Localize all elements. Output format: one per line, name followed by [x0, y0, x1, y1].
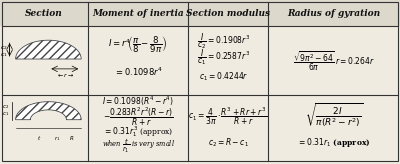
Polygon shape — [16, 40, 81, 59]
Text: $\leftarrow r \rightarrow$: $\leftarrow r \rightarrow$ — [56, 72, 74, 79]
Polygon shape — [16, 102, 81, 120]
Text: Radius of gyration: Radius of gyration — [288, 9, 380, 18]
Text: Section: Section — [25, 9, 63, 18]
Bar — [0, 0, 400, 26]
Text: $t$: $t$ — [37, 134, 42, 143]
Text: $\dfrac{I}{c_1} = 0.2587r^3$: $\dfrac{I}{c_1} = 0.2587r^3$ — [198, 47, 250, 67]
Text: $R$: $R$ — [69, 134, 74, 143]
Text: $c_1 = 0.4244r$: $c_1 = 0.4244r$ — [199, 71, 249, 83]
Text: $= 0.31r_1$ (approx): $= 0.31r_1$ (approx) — [297, 136, 371, 149]
Polygon shape — [16, 40, 81, 59]
Text: Moment of inertia: Moment of inertia — [92, 9, 184, 18]
Text: $r_1$: $r_1$ — [54, 134, 60, 143]
Text: $-\dfrac{0.283R^2r^2(R-r)}{R+r}$: $-\dfrac{0.283R^2r^2(R-r)}{R+r}$ — [103, 105, 173, 128]
Text: $c_2 = R - c_1$: $c_2 = R - c_1$ — [208, 136, 248, 149]
Text: when $\dfrac{t}{r_1}$ is very small: when $\dfrac{t}{r_1}$ is very small — [102, 137, 174, 155]
Text: $c_2$: $c_2$ — [2, 103, 9, 111]
Text: $\sqrt{\dfrac{2I}{\pi(R^2-r^2)}}$: $\sqrt{\dfrac{2I}{\pi(R^2-r^2)}}$ — [305, 102, 363, 130]
Text: $\dfrac{I}{c_2} = 0.1908r^3$: $\dfrac{I}{c_2} = 0.1908r^3$ — [197, 31, 251, 51]
Text: $= 0.1098r^4$: $= 0.1098r^4$ — [114, 66, 162, 78]
Polygon shape — [16, 102, 81, 120]
Text: $I = r^4\!\left(\dfrac{\pi}{8} - \dfrac{8}{9\pi}\right)$: $I = r^4\!\left(\dfrac{\pi}{8} - \dfrac{… — [108, 34, 168, 55]
Text: $c_2$: $c_2$ — [0, 44, 8, 52]
Text: Section modulus: Section modulus — [186, 9, 270, 18]
Text: $= 0.31r_1^3$ (approx): $= 0.31r_1^3$ (approx) — [103, 124, 173, 139]
Text: $I = 0.1098(R^4 - r^4)$: $I = 0.1098(R^4 - r^4)$ — [102, 95, 174, 108]
Text: $c_1$: $c_1$ — [2, 110, 9, 118]
Text: $\dfrac{\sqrt{9\pi^2 - 64}}{6\pi}\,r = 0.264r$: $\dfrac{\sqrt{9\pi^2 - 64}}{6\pi}\,r = 0… — [293, 49, 375, 73]
Text: $c_1$: $c_1$ — [0, 51, 8, 59]
Text: $c_1 = \dfrac{4}{3\pi}\cdot\dfrac{R^3+Rr+r^3}{R+r}$: $c_1 = \dfrac{4}{3\pi}\cdot\dfrac{R^3+Rr… — [188, 106, 268, 127]
